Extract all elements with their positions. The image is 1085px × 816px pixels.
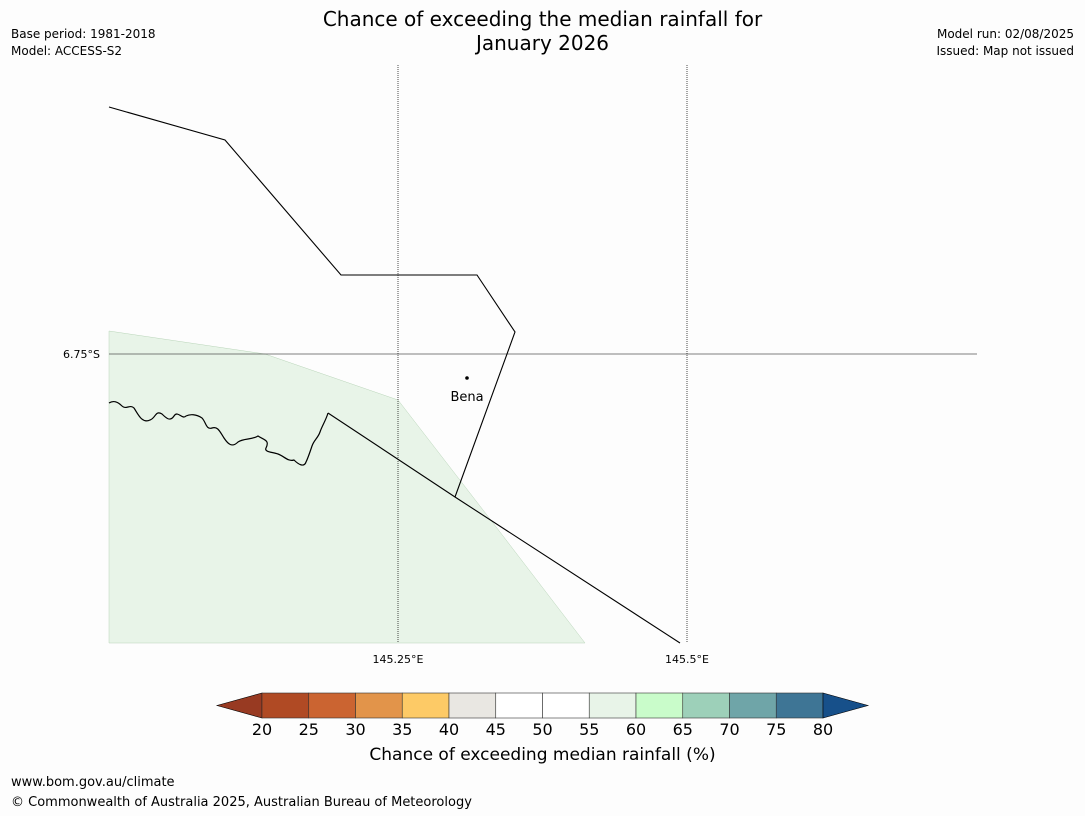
colorbar-label: Chance of exceeding median rainfall (%)	[369, 745, 716, 765]
footer-url[interactable]: www.bom.gov.au/climate	[11, 775, 175, 790]
town-marker	[465, 376, 469, 380]
colorbar-cell	[448, 692, 497, 719]
colorbar-tick-label: 40	[438, 720, 460, 739]
meta-right: Model run: 02/08/2025 Issued: Map not is…	[936, 26, 1074, 60]
colorbar-cell	[542, 692, 590, 719]
colorbar-tick-label: 25	[298, 720, 319, 739]
colorbar-tick-label: 30	[345, 720, 366, 739]
colorbar	[215, 692, 870, 719]
colorbar-tick-label: 80	[812, 720, 834, 739]
colorbar-tick-label: 45	[485, 720, 506, 739]
title-line-2: January 2026	[475, 31, 610, 55]
boundary-north	[108, 106, 516, 498]
base-period: Base period: 1981-2018	[11, 27, 156, 41]
colorbar-tick-label: 75	[766, 720, 787, 739]
colorbar-tick-label: 55	[579, 720, 600, 739]
colorbar-cell	[401, 692, 450, 719]
colorbar-cell	[308, 692, 356, 719]
lon-label-145-25e: 145.25°E	[373, 653, 424, 666]
town-label: Bena	[450, 390, 483, 405]
colorbar-ticks: 20 25 30 35 40 45 50 55 60 65 70 75 80	[0, 720, 1085, 740]
lon-label-145-5e: 145.5°E	[665, 653, 709, 666]
colorbar-tick-label: 70	[719, 720, 740, 739]
colorbar-tick-label: 60	[625, 720, 647, 739]
model-run: Model run: 02/08/2025	[936, 27, 1074, 41]
footer-copyright: © Commonwealth of Australia 2025, Austra…	[11, 795, 472, 810]
colorbar-cell	[495, 692, 543, 719]
colorbar-under-arrow	[215, 692, 263, 719]
colorbar-tick-label: 20	[251, 720, 273, 739]
colorbar-cell	[729, 692, 777, 719]
colorbar-cell	[775, 692, 824, 719]
probability-region	[108, 330, 586, 644]
colorbar-cell	[588, 692, 637, 719]
colorbar-tick-label: 50	[532, 720, 553, 739]
colorbar-tick-label: 65	[672, 720, 693, 739]
colorbar-cell	[635, 692, 684, 719]
issued-status: Issued: Map not issued	[936, 44, 1074, 58]
map-title: Chance of exceeding the median rainfall …	[0, 7, 1085, 55]
title-line-1: Chance of exceeding the median rainfall …	[322, 7, 763, 31]
colorbar-cell	[682, 692, 730, 719]
boundary-south	[327, 412, 681, 644]
lat-label-6-75s: 6.75°S	[63, 348, 100, 361]
colorbar-cell	[261, 692, 310, 719]
model-name: Model: ACCESS-S2	[11, 44, 123, 58]
colorbar-over-arrow	[822, 692, 870, 719]
meta-left: Base period: 1981-2018 Model: ACCESS-S2	[11, 26, 156, 60]
colorbar-cell	[355, 692, 403, 719]
river-line	[108, 400, 329, 466]
colorbar-tick-label: 35	[392, 720, 413, 739]
